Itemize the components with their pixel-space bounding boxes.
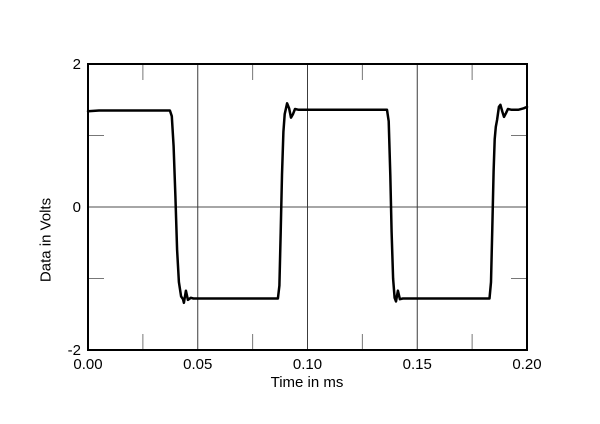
y-tick-label: 2 bbox=[73, 56, 81, 73]
square-wave-trace bbox=[86, 102, 529, 305]
y-axis-title: Data in Volts bbox=[37, 197, 55, 283]
y-tick-label: 0 bbox=[73, 199, 81, 216]
x-tick-label: 0.00 bbox=[73, 356, 102, 373]
plot-frame bbox=[87, 63, 528, 351]
x-tick-label: 0.15 bbox=[403, 356, 432, 373]
y-tick-label: -2 bbox=[68, 342, 81, 359]
x-axis-title: Time in ms bbox=[270, 374, 344, 391]
x-tick-label: 0.20 bbox=[512, 356, 541, 373]
x-tick-label: 0.10 bbox=[293, 356, 322, 373]
x-tick-label: 0.05 bbox=[183, 356, 212, 373]
